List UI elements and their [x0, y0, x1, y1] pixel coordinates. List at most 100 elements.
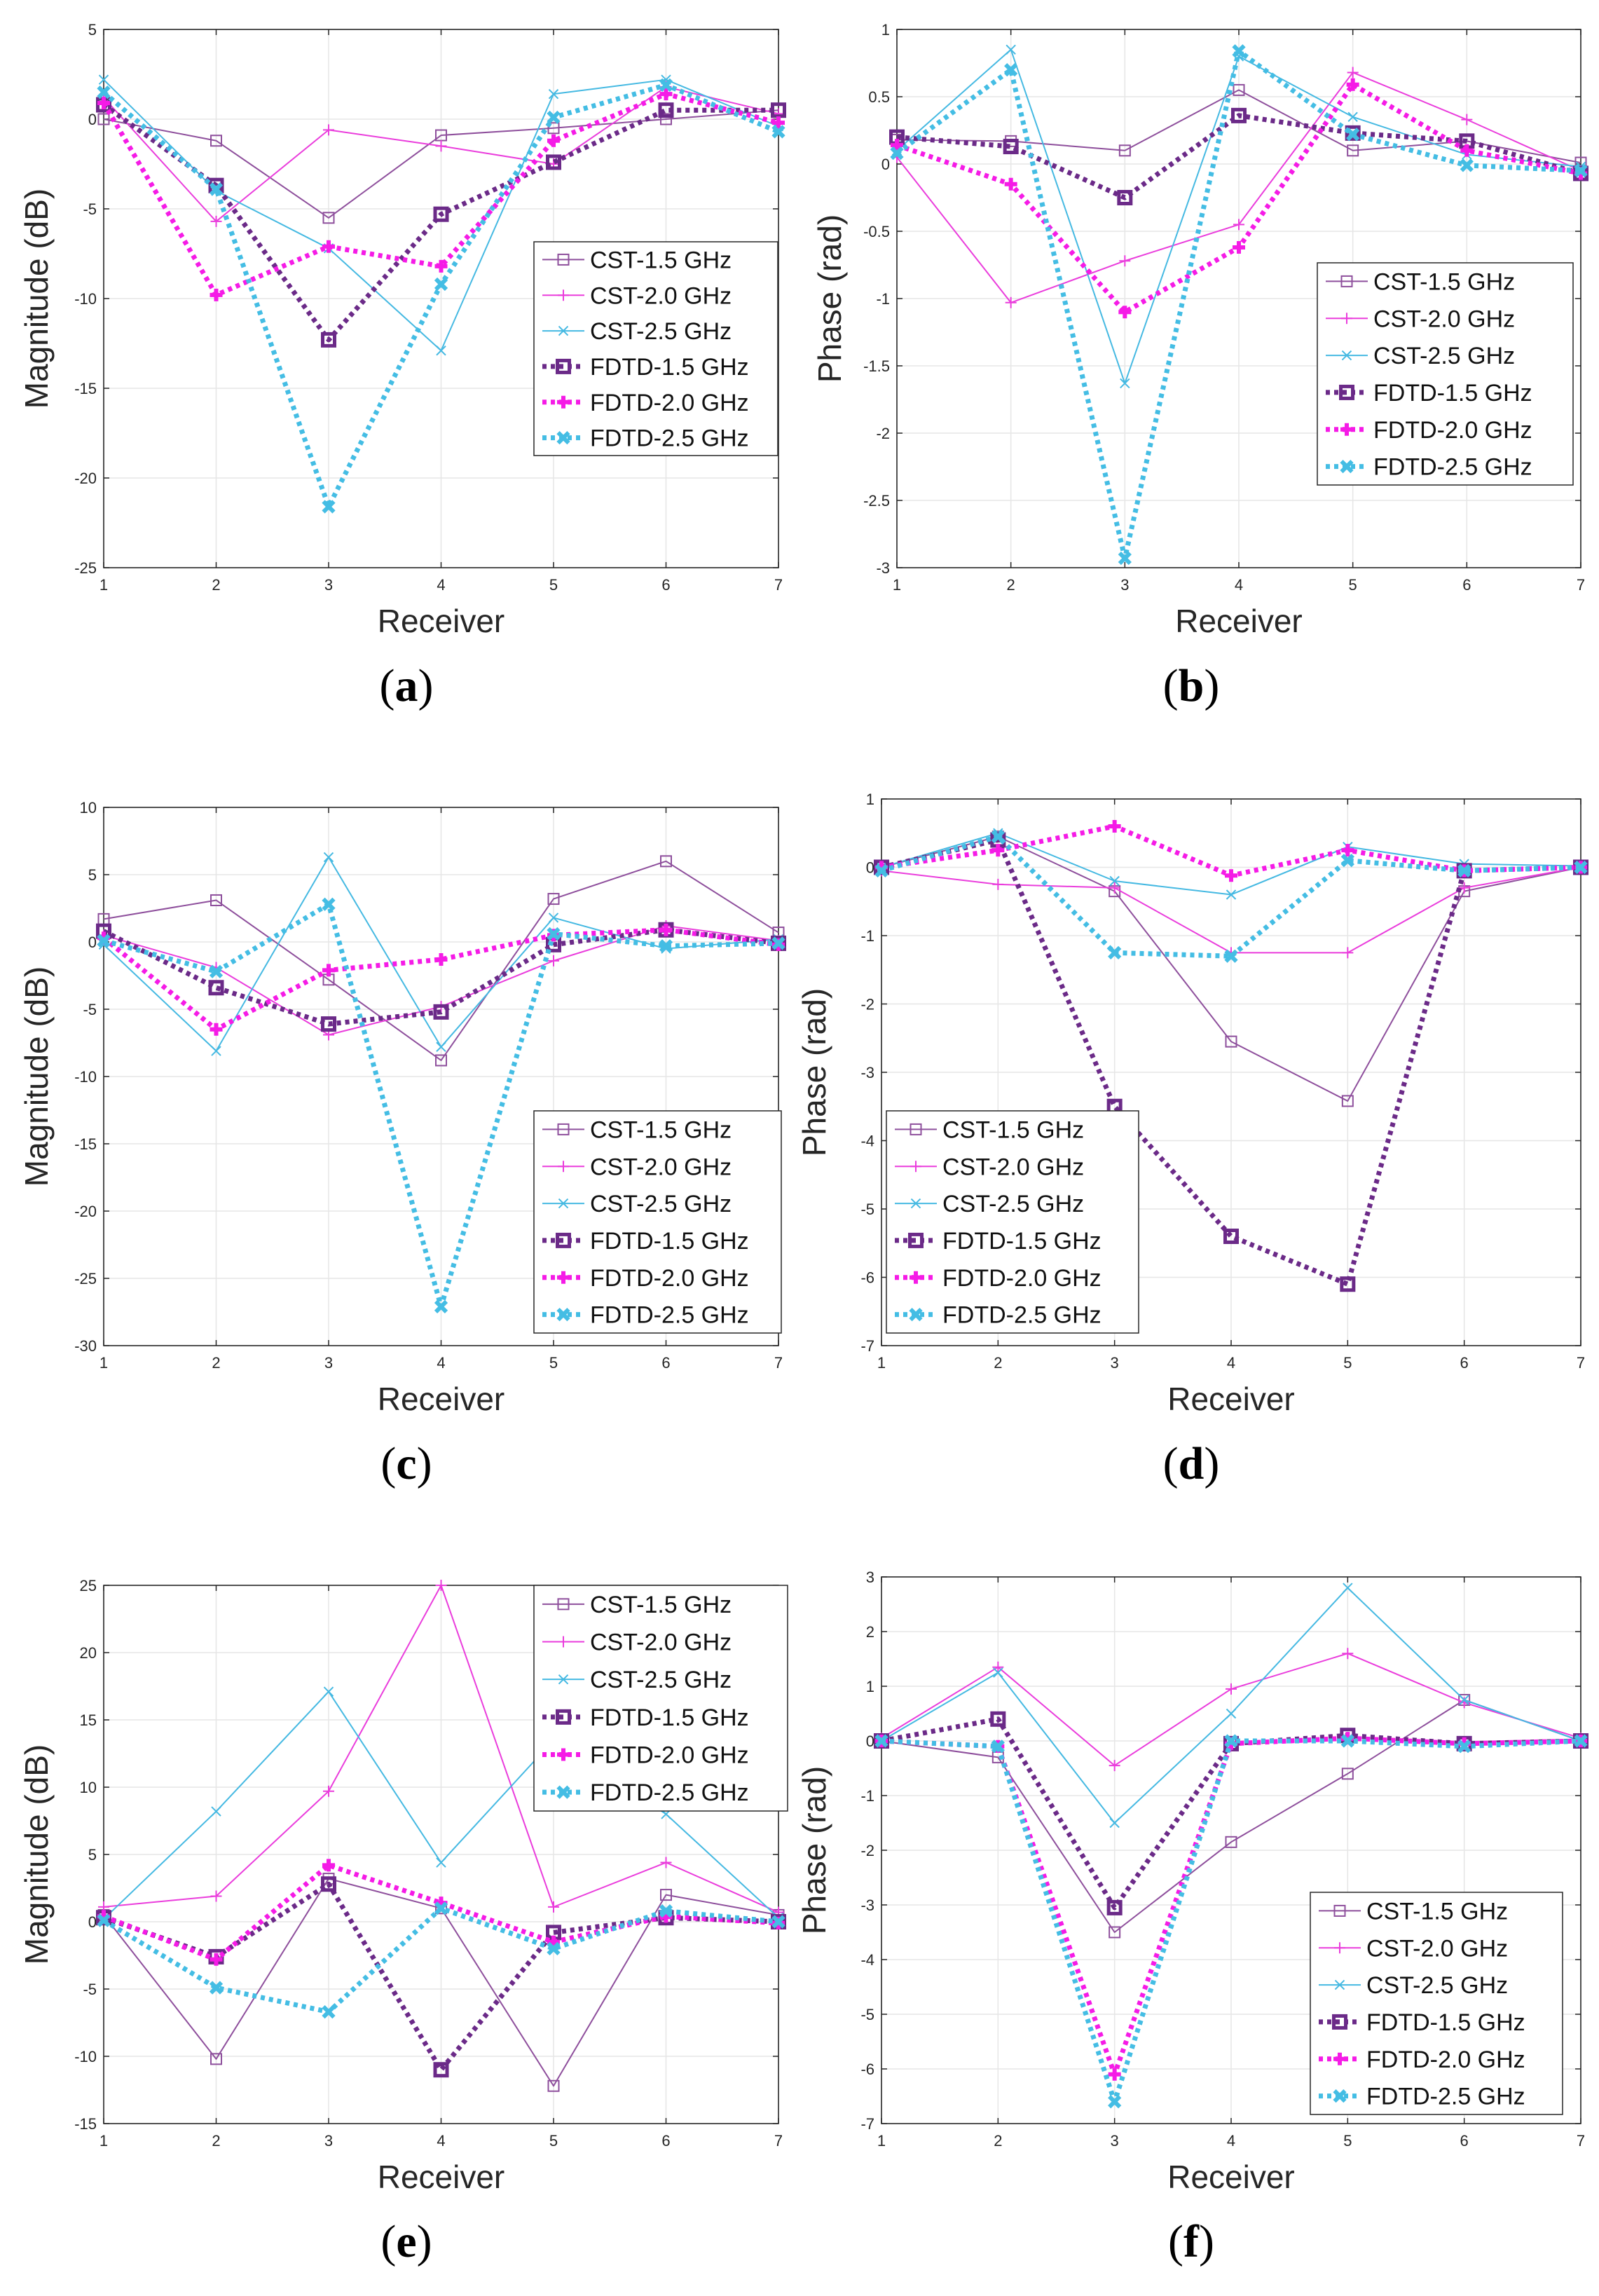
series-fdtd25	[874, 1734, 1588, 2109]
y-tick-label: 1	[881, 21, 890, 39]
data-point	[547, 110, 561, 125]
data-point	[992, 1661, 1004, 1673]
data-point	[1004, 62, 1018, 77]
data-point	[1109, 1760, 1120, 1772]
legend-entry: CST-1.5 GHz	[590, 1592, 732, 1618]
legend-entry: CST-1.5 GHz	[590, 247, 732, 273]
legend-marker	[1334, 1979, 1345, 1990]
y-axis-label: Magnitude (dB)	[18, 189, 55, 409]
x-axis-label: Receiver	[378, 1381, 505, 1417]
data-point	[547, 927, 561, 941]
data-point	[1347, 67, 1359, 78]
data-point	[1117, 190, 1133, 205]
y-tick-label: -4	[860, 1133, 874, 1150]
data-point	[658, 102, 674, 118]
legend-entry: CST-2.5 GHz	[1373, 343, 1515, 369]
legend-marker	[1333, 2052, 1346, 2065]
x-axis-label: Receiver	[1167, 2159, 1295, 2195]
data-point	[433, 2062, 449, 2078]
caption-open: (	[380, 1438, 396, 1489]
data-point	[874, 1734, 888, 1748]
data-point	[660, 1889, 672, 1901]
x-tick-label: 1	[99, 2132, 108, 2150]
data-point	[1106, 1899, 1123, 1915]
data-point	[547, 122, 560, 135]
legend-entry: FDTD-1.5 GHz	[1373, 380, 1532, 406]
legend-box	[1310, 1892, 1563, 2115]
legend-entry: CST-2.0 GHz	[590, 1154, 732, 1180]
y-axis-label: Phase (rad)	[796, 1766, 832, 1934]
data-point	[659, 88, 673, 101]
caption-letter: d	[1179, 1438, 1205, 1489]
y-tick-label: 0	[866, 1733, 874, 1750]
data-point	[660, 855, 672, 868]
series-fdtd25	[874, 830, 1588, 963]
legend-entry: CST-1.5 GHz	[590, 1116, 732, 1143]
y-tick-label: -1	[860, 927, 874, 945]
data-point	[321, 1016, 336, 1032]
panel-caption: (f)	[1168, 2216, 1214, 2267]
data-point	[1347, 144, 1359, 157]
data-point	[1346, 128, 1360, 142]
legend-marker	[556, 430, 570, 445]
legend-marker	[557, 253, 570, 266]
y-tick-label: 10	[80, 799, 97, 816]
y-tick-label: -3	[876, 559, 890, 577]
legend: CST-1.5 GHz CST-2.0 GHz CST-2.5 GHz FDTD-1.…	[533, 241, 778, 456]
data-point	[1109, 875, 1120, 887]
data-point	[993, 1667, 1003, 1678]
legend-marker	[910, 1161, 921, 1173]
y-tick-label: 1	[866, 791, 874, 808]
legend-marker	[558, 1161, 569, 1173]
legend-entry: CST-2.5 GHz	[590, 318, 732, 345]
data-point	[209, 964, 224, 978]
legend-entry: CST-2.0 GHz	[942, 1154, 1084, 1180]
x-tick-label: 3	[1120, 576, 1129, 594]
y-tick-label: -7	[860, 1337, 874, 1355]
legend-marker	[558, 289, 569, 301]
x-tick-label: 2	[212, 2132, 220, 2150]
caption-close: )	[1204, 660, 1219, 711]
data-point	[1346, 78, 1359, 91]
data-point	[1343, 1583, 1353, 1593]
data-point	[436, 1857, 446, 1868]
series-line	[103, 109, 779, 219]
y-tick-label: -20	[74, 470, 97, 487]
x-tick-label: 2	[212, 1354, 220, 1372]
y-tick-label: -2	[860, 1842, 874, 1859]
data-point	[659, 1904, 673, 1918]
legend-marker	[557, 1748, 570, 1761]
legend-entry: FDTD-1.5 GHz	[590, 354, 749, 381]
x-axis-label: Receiver	[1167, 1381, 1295, 1417]
x-axis-label: Receiver	[378, 2159, 505, 2195]
series-fdtd25	[890, 44, 1588, 566]
x-tick-label: 2	[1007, 576, 1015, 594]
x-tick-label: 1	[893, 576, 901, 594]
series-line	[102, 927, 779, 1027]
series-line	[102, 102, 778, 343]
data-point	[1108, 945, 1122, 960]
data-point	[1226, 1708, 1237, 1719]
data-point	[97, 96, 110, 109]
x-tick-label: 6	[661, 576, 670, 594]
series-cst20	[98, 1580, 784, 1918]
legend-marker	[558, 1636, 569, 1648]
data-point	[97, 113, 110, 125]
data-point	[209, 182, 224, 196]
legend-entry: CST-2.0 GHz	[590, 282, 732, 309]
y-tick-label: -1	[860, 1787, 874, 1805]
legend-marker	[908, 1232, 924, 1248]
data-point	[435, 1054, 447, 1067]
legend-entry: FDTD-2.0 GHz	[1366, 2046, 1525, 2073]
data-point	[1108, 820, 1121, 833]
legend-entry: CST-2.0 GHz	[1366, 1935, 1508, 1962]
x-tick-label: 3	[324, 2132, 333, 2150]
data-point	[1120, 378, 1130, 389]
caption-close: )	[418, 660, 434, 711]
caption-close: )	[417, 1438, 432, 1489]
caption-close: )	[1199, 2216, 1214, 2267]
legend-marker	[556, 1307, 570, 1322]
legend-marker	[557, 1123, 570, 1135]
data-point	[1458, 882, 1470, 894]
data-point	[771, 102, 786, 118]
